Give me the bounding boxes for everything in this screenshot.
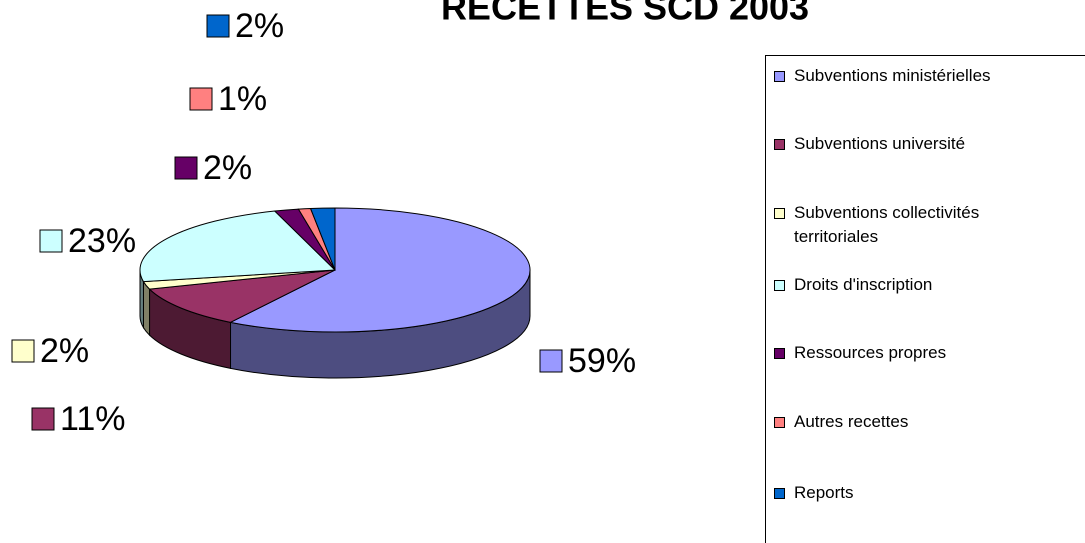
label-swatch	[31, 407, 55, 431]
label-swatch	[189, 87, 213, 111]
data-label: 11%	[60, 400, 126, 438]
pie-slice	[148, 269, 336, 323]
label-swatch	[206, 14, 230, 38]
legend-swatch	[774, 280, 785, 291]
legend-swatch	[774, 208, 785, 219]
data-label: 59%	[568, 342, 636, 380]
legend-item: Subventions collectivités territoriales	[774, 201, 1034, 249]
legend-swatch	[774, 488, 785, 499]
label-swatch	[11, 339, 35, 363]
legend-label: Reports	[794, 483, 854, 502]
label-swatch	[39, 229, 63, 253]
legend-label: Subventions université	[794, 134, 966, 153]
legend-swatch	[774, 71, 785, 82]
legend-label: Subventions ministérielles	[794, 66, 991, 85]
pie-slice	[139, 210, 337, 283]
legend-item: Autres recettes	[774, 410, 1085, 434]
pie-slice	[228, 207, 531, 333]
legend-swatch	[774, 417, 785, 428]
tops	[139, 207, 531, 333]
label-swatch	[174, 156, 198, 180]
legend-label: Autres recettes	[794, 412, 909, 431]
legend-item: Subventions ministérielles	[774, 64, 1085, 88]
data-label: 2%	[203, 149, 252, 187]
label-swatch	[539, 349, 563, 373]
legend-item: Subventions université	[774, 132, 1085, 156]
pie-slice	[309, 207, 336, 271]
data-label: 1%	[218, 80, 267, 118]
sides	[139, 269, 531, 379]
legend-label: Subventions collectivités territoriales	[794, 203, 980, 246]
legend-swatch	[774, 139, 785, 150]
data-label: 2%	[40, 332, 89, 370]
data-label: 2%	[235, 7, 284, 45]
legend: Subventions ministérielles Subventions un…	[765, 55, 1085, 543]
chart-title: RECETTES SCD 2003	[441, 0, 809, 28]
legend-label: Droits d'inscription	[794, 275, 933, 294]
legend-item: Ressources propres	[774, 341, 1085, 365]
legend-item: Reports	[774, 481, 1085, 505]
data-label: 23%	[68, 222, 136, 260]
legend-label: Ressources propres	[794, 343, 947, 362]
legend-item: Droits d'inscription	[774, 273, 1085, 297]
legend-swatch	[774, 348, 785, 359]
pie-side	[142, 279, 151, 337]
